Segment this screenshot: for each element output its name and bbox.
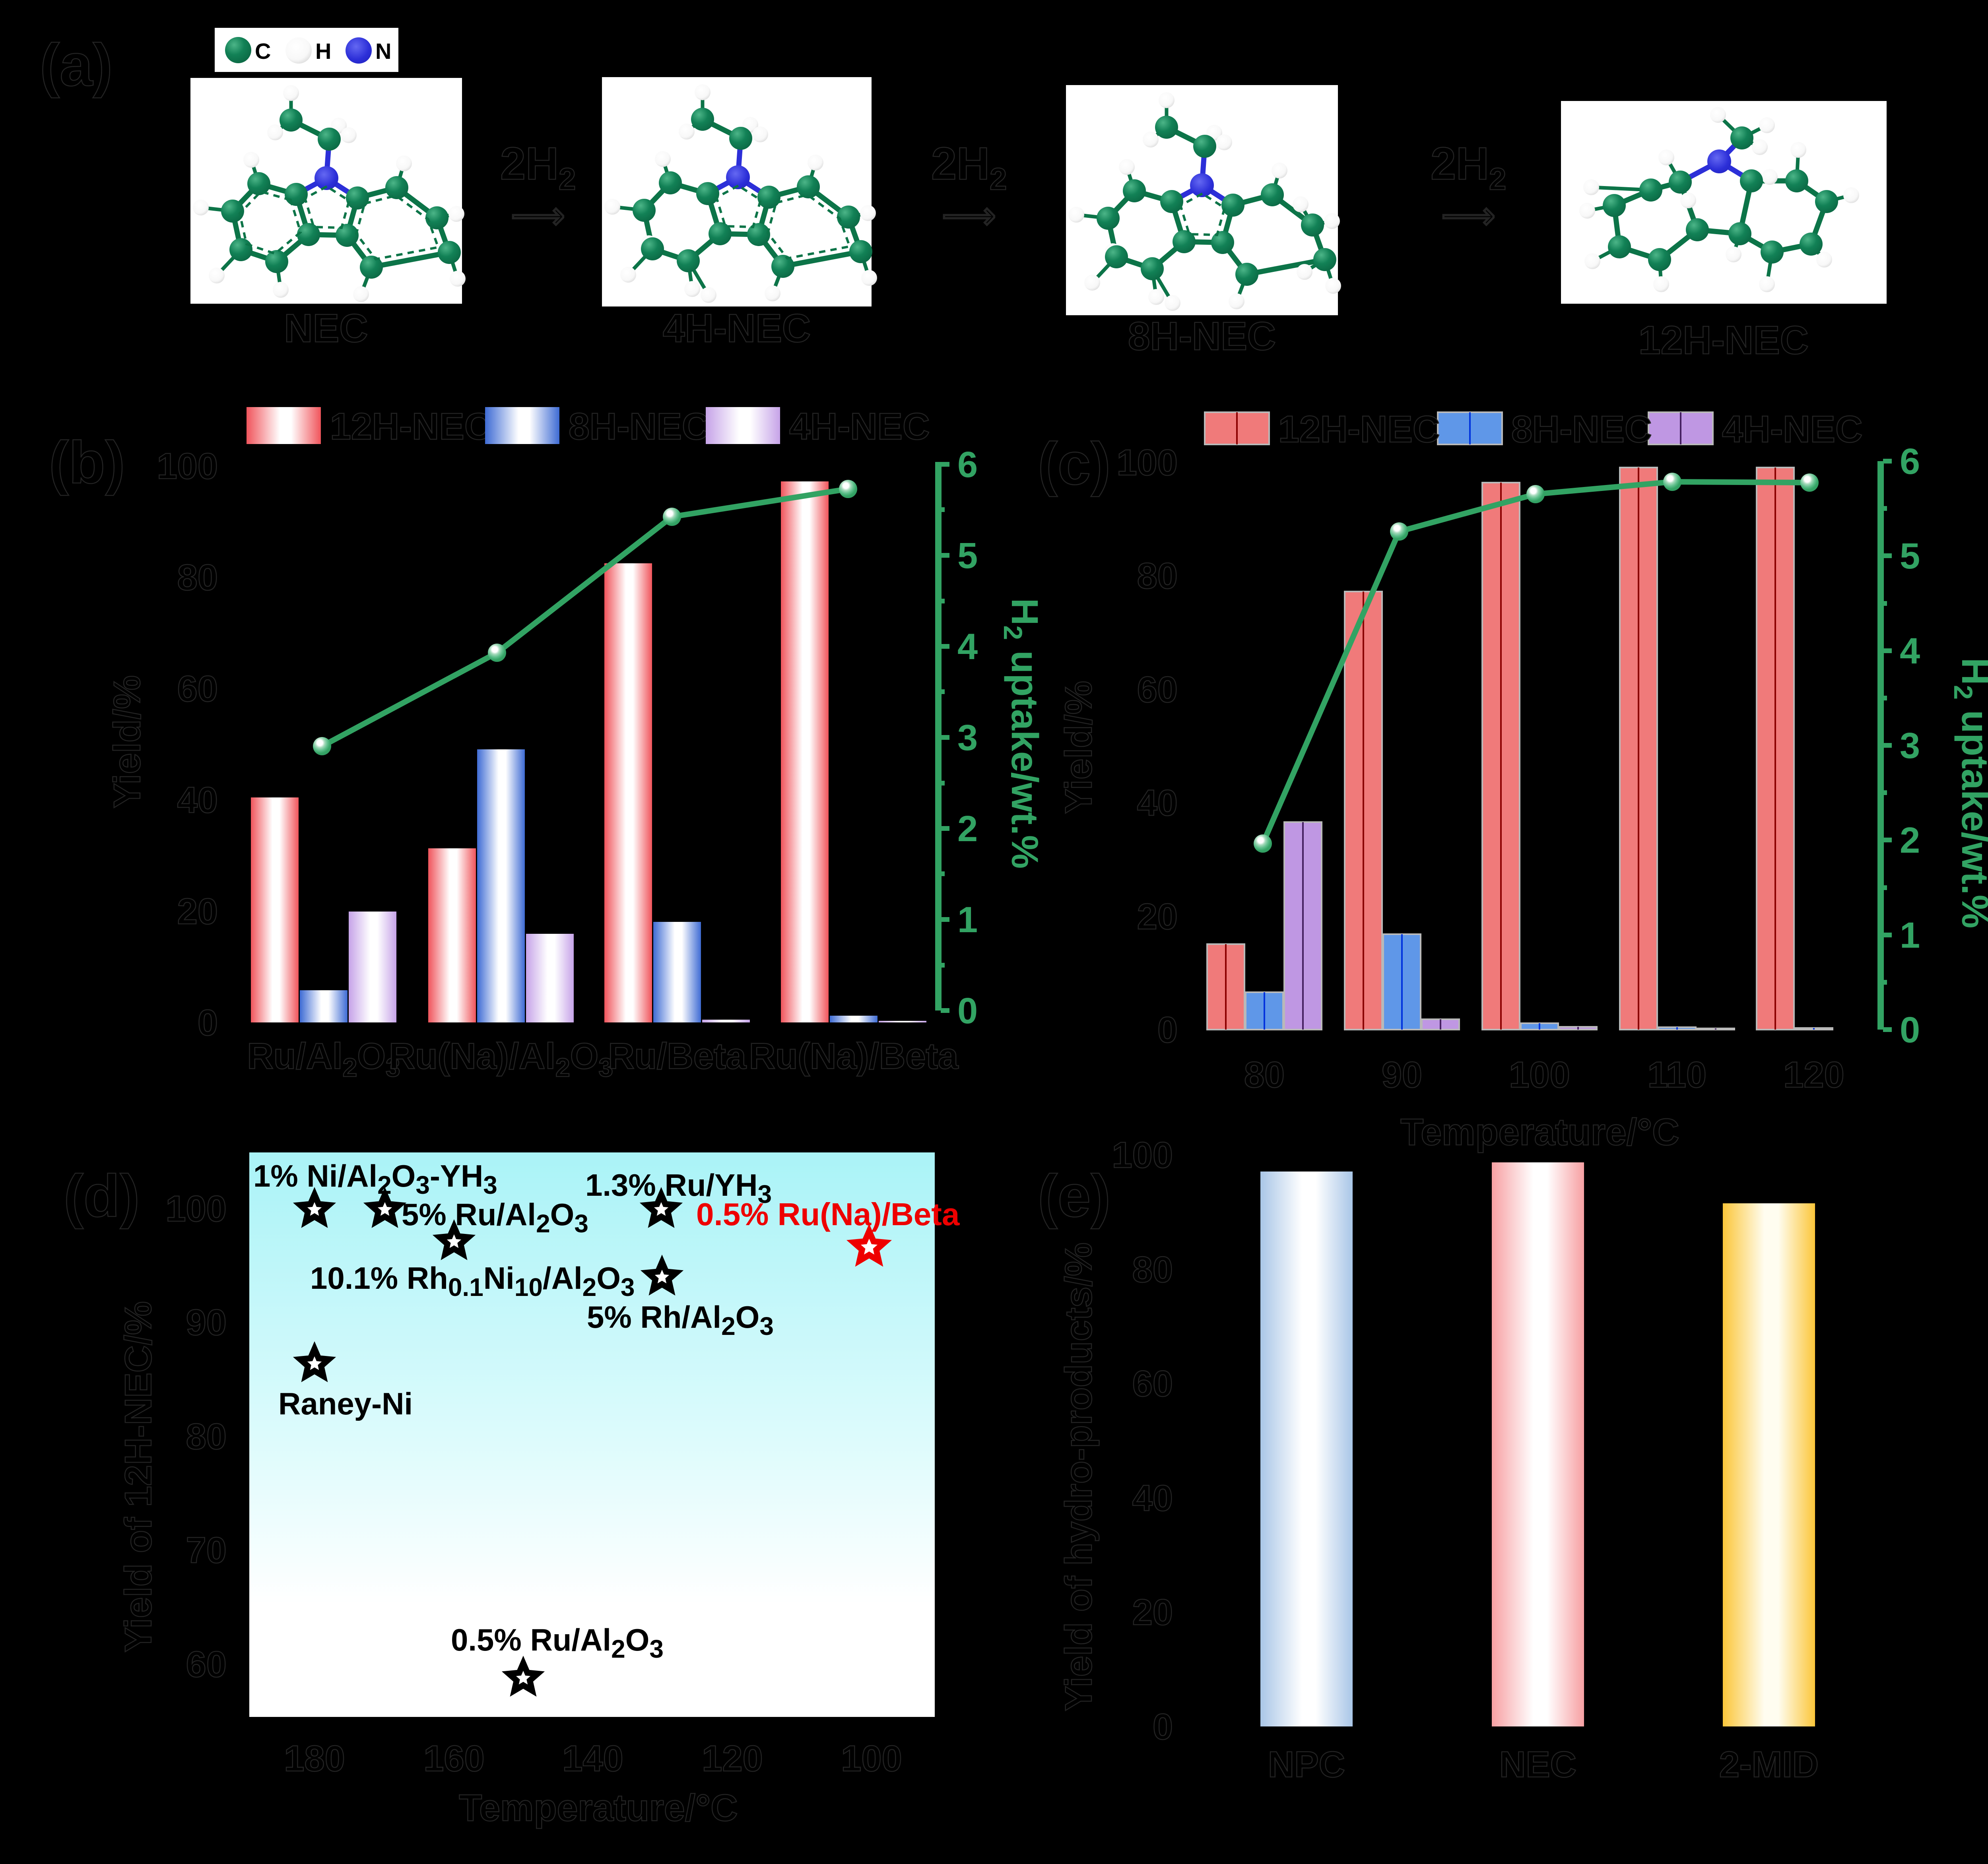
- svg-text:(c): (c): [1038, 430, 1110, 497]
- svg-text:Ru(Na)/Beta: Ru(Na)/Beta: [749, 1036, 959, 1077]
- svg-text:Temperature/°C: Temperature/°C: [459, 1787, 738, 1829]
- svg-text:12H-NEC: 12H-NEC: [330, 405, 492, 448]
- svg-text:2: 2: [957, 809, 978, 849]
- svg-text:100: 100: [166, 1189, 227, 1229]
- svg-text:3: 3: [957, 718, 978, 758]
- svg-text:60: 60: [186, 1644, 227, 1685]
- svg-text:60: 60: [1132, 1364, 1173, 1404]
- svg-text:140: 140: [562, 1738, 623, 1779]
- svg-text:(e): (e): [1038, 1162, 1110, 1229]
- svg-text:160: 160: [423, 1738, 485, 1779]
- svg-text:80: 80: [1244, 1055, 1285, 1095]
- svg-text:3: 3: [1900, 725, 1920, 766]
- svg-text:80: 80: [1132, 1249, 1173, 1290]
- svg-text:4H-NEC: 4H-NEC: [663, 306, 811, 351]
- svg-text:2H2: 2H2: [1431, 138, 1506, 196]
- svg-text:2H2: 2H2: [931, 138, 1007, 196]
- svg-text:⟶: ⟶: [511, 195, 565, 237]
- svg-text:120: 120: [1783, 1055, 1844, 1095]
- svg-text:1: 1: [957, 900, 978, 940]
- svg-text:4: 4: [1900, 631, 1920, 671]
- svg-text:H2 uptake/wt.%: H2 uptake/wt.%: [1949, 658, 1988, 929]
- svg-text:N: N: [375, 39, 391, 64]
- svg-text:20: 20: [1132, 1592, 1173, 1633]
- svg-text:80: 80: [177, 557, 218, 598]
- svg-text:60: 60: [177, 669, 218, 709]
- svg-text:4H-NEC: 4H-NEC: [1722, 408, 1863, 450]
- svg-text:180: 180: [284, 1738, 345, 1779]
- svg-text:1.3% Ru/YH3: 1.3% Ru/YH3: [585, 1168, 772, 1208]
- svg-text:NEC: NEC: [1499, 1744, 1576, 1785]
- svg-text:⟶: ⟶: [942, 195, 996, 237]
- svg-text:40: 40: [1132, 1478, 1173, 1519]
- svg-text:Temperature/°C: Temperature/°C: [1400, 1111, 1679, 1153]
- svg-text:5% Ru/Al2O3: 5% Ru/Al2O3: [402, 1197, 588, 1238]
- svg-text:6: 6: [1900, 441, 1920, 482]
- svg-text:4: 4: [957, 627, 978, 667]
- svg-text:Yield/%: Yield/%: [1058, 681, 1100, 814]
- svg-text:5% Rh/Al2O3: 5% Rh/Al2O3: [587, 1300, 774, 1340]
- svg-text:0: 0: [1153, 1707, 1173, 1747]
- svg-text:⟶: ⟶: [1441, 195, 1495, 237]
- svg-text:Ru/Al2O3: Ru/Al2O3: [247, 1036, 400, 1082]
- svg-text:90: 90: [186, 1302, 227, 1343]
- svg-text:20: 20: [1137, 896, 1178, 937]
- svg-text:NEC: NEC: [284, 306, 368, 351]
- svg-text:Raney-Ni: Raney-Ni: [278, 1386, 413, 1421]
- svg-text:(b): (b): [49, 429, 125, 496]
- svg-text:Yield/%: Yield/%: [106, 675, 148, 808]
- svg-text:H2 uptake/wt.%: H2 uptake/wt.%: [998, 598, 1046, 869]
- svg-text:12H-NEC: 12H-NEC: [1278, 408, 1440, 450]
- svg-text:0: 0: [1157, 1010, 1178, 1050]
- svg-text:NPC: NPC: [1268, 1744, 1345, 1785]
- svg-text:100: 100: [1117, 442, 1178, 483]
- svg-text:8H-NEC: 8H-NEC: [1511, 408, 1652, 450]
- svg-text:60: 60: [1137, 669, 1178, 710]
- svg-text:100: 100: [157, 446, 218, 487]
- svg-text:100: 100: [1509, 1055, 1570, 1095]
- svg-text:12H-NEC: 12H-NEC: [1639, 318, 1809, 363]
- svg-text:(d): (d): [64, 1162, 140, 1229]
- svg-text:10.1% Rh0.1Ni10/Al2O3: 10.1% Rh0.1Ni10/Al2O3: [310, 1261, 635, 1302]
- svg-text:Yield of 12H-NEC/%: Yield of 12H-NEC/%: [117, 1301, 159, 1652]
- svg-text:H: H: [315, 39, 331, 64]
- svg-text:0: 0: [1900, 1010, 1920, 1050]
- svg-text:6: 6: [957, 444, 978, 485]
- svg-text:70: 70: [186, 1530, 227, 1571]
- svg-text:0.5% Ru(Na)/Beta: 0.5% Ru(Na)/Beta: [696, 1197, 960, 1232]
- svg-text:110: 110: [1648, 1055, 1706, 1095]
- svg-text:Ru/Beta: Ru/Beta: [608, 1036, 746, 1077]
- svg-text:40: 40: [1137, 783, 1178, 823]
- svg-text:4H-NEC: 4H-NEC: [789, 405, 930, 448]
- svg-text:2-MID: 2-MID: [1719, 1744, 1819, 1785]
- svg-text:(a): (a): [40, 31, 113, 98]
- svg-text:80: 80: [186, 1416, 227, 1457]
- svg-text:1: 1: [1900, 915, 1920, 956]
- svg-text:Ru(Na)/Al2O3: Ru(Na)/Al2O3: [389, 1036, 613, 1082]
- svg-text:100: 100: [841, 1738, 902, 1779]
- svg-text:C: C: [255, 39, 271, 64]
- svg-text:8H-NEC: 8H-NEC: [1128, 314, 1276, 359]
- svg-text:40: 40: [177, 780, 218, 820]
- svg-text:0: 0: [198, 1003, 218, 1043]
- svg-text:5: 5: [1900, 536, 1920, 576]
- svg-text:1% Ni/Al2O3-YH3: 1% Ni/Al2O3-YH3: [253, 1158, 497, 1199]
- svg-text:90: 90: [1382, 1055, 1422, 1095]
- svg-text:2H2: 2H2: [500, 138, 576, 196]
- svg-text:8H-NEC: 8H-NEC: [569, 405, 709, 448]
- svg-text:100: 100: [1112, 1135, 1173, 1175]
- svg-text:80: 80: [1137, 556, 1178, 596]
- svg-text:Yield of hydro-products/%: Yield of hydro-products/%: [1058, 1243, 1100, 1711]
- svg-text:2: 2: [1900, 820, 1920, 861]
- svg-text:0.5% Ru/Al2O3: 0.5% Ru/Al2O3: [451, 1622, 664, 1663]
- svg-text:20: 20: [177, 891, 218, 932]
- svg-text:120: 120: [702, 1738, 763, 1779]
- svg-text:0: 0: [957, 991, 978, 1031]
- svg-text:5: 5: [957, 535, 978, 576]
